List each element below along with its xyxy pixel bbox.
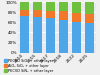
Bar [59,2,68,11]
Legend: PECVD SiO₂ + other layer, AlO₃ SiO₂ + other layer, PECVD SiNₓ + other layer: PECVD SiO₂ + other layer, AlO₃ SiO₂ + ot… [4,59,53,73]
Bar [33,2,42,10]
Bar [72,13,81,22]
Bar [59,11,68,20]
Bar [85,23,94,52]
Bar [20,16,29,52]
Bar [46,11,55,18]
Bar [72,22,81,52]
Bar [20,2,29,10]
Bar [72,2,81,13]
Bar [20,10,29,16]
Bar [46,18,55,52]
Bar [85,14,94,23]
Bar [33,17,42,52]
Bar [46,2,55,11]
Bar [59,20,68,52]
Bar [33,10,42,17]
Bar [85,2,94,14]
